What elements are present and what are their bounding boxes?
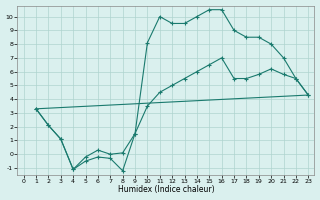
X-axis label: Humidex (Indice chaleur): Humidex (Indice chaleur) bbox=[118, 185, 214, 194]
